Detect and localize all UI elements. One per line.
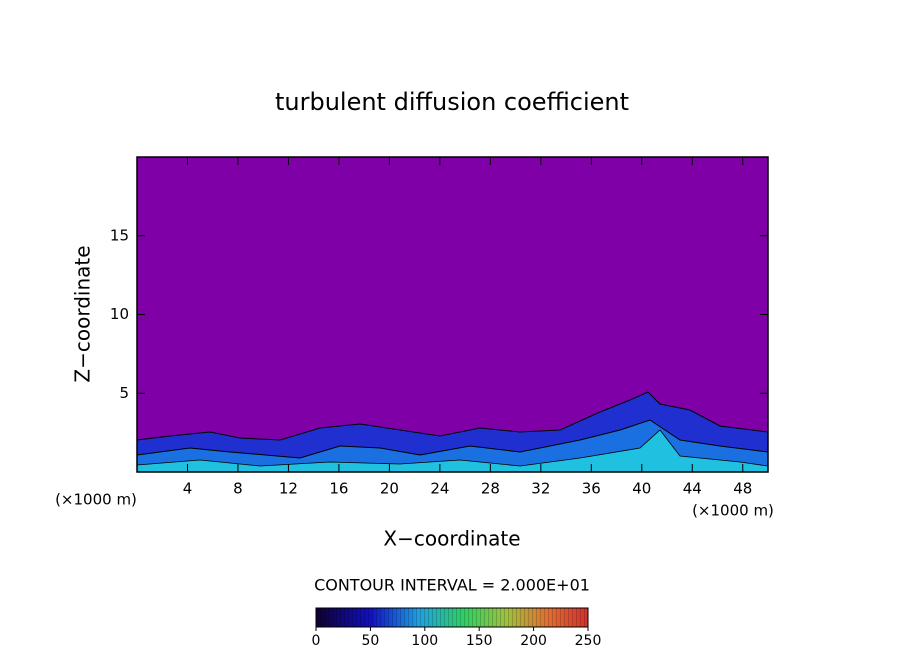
colorbar-tick-label: 200 xyxy=(520,633,547,649)
x-tick-label: 28 xyxy=(481,480,500,498)
colorbar-tick-label: 250 xyxy=(575,633,602,649)
chart-title: turbulent diffusion coefficient xyxy=(275,88,629,116)
x-tick-label: 24 xyxy=(430,480,449,498)
x-tick-label: 44 xyxy=(683,480,702,498)
colorbar-tick-label: 50 xyxy=(361,633,379,649)
y-tick-label: 15 xyxy=(110,226,129,244)
x-tick-label: 36 xyxy=(582,480,601,498)
x-tick-label: 16 xyxy=(329,480,348,498)
x-tick-label: 48 xyxy=(733,480,752,498)
colorbar-tick-label: 100 xyxy=(411,633,438,649)
x-tick-label: 12 xyxy=(279,480,298,498)
x-tick-label: 32 xyxy=(531,480,550,498)
colorbar-frame xyxy=(315,607,589,628)
y-tick-label: 5 xyxy=(119,384,129,402)
x-tick-label: 20 xyxy=(380,480,399,498)
colorbar-tick-label: 0 xyxy=(312,633,321,649)
turbulent-layer xyxy=(137,391,768,472)
contour-note: CONTOUR INTERVAL = 2.000E+01 xyxy=(314,576,590,595)
x-tick-label: 40 xyxy=(632,480,651,498)
colorbar-tick-label: 150 xyxy=(466,633,493,649)
y-tick-label: 10 xyxy=(110,305,129,323)
y-unit: (×1000 m) xyxy=(55,491,137,509)
x-tick-label: 8 xyxy=(233,480,243,498)
y-axis-label: Z−coordinate xyxy=(71,245,95,382)
x-tick-label: 4 xyxy=(183,480,193,498)
x-unit: (×1000 m) xyxy=(692,502,774,520)
x-axis-label: X−coordinate xyxy=(383,527,520,551)
